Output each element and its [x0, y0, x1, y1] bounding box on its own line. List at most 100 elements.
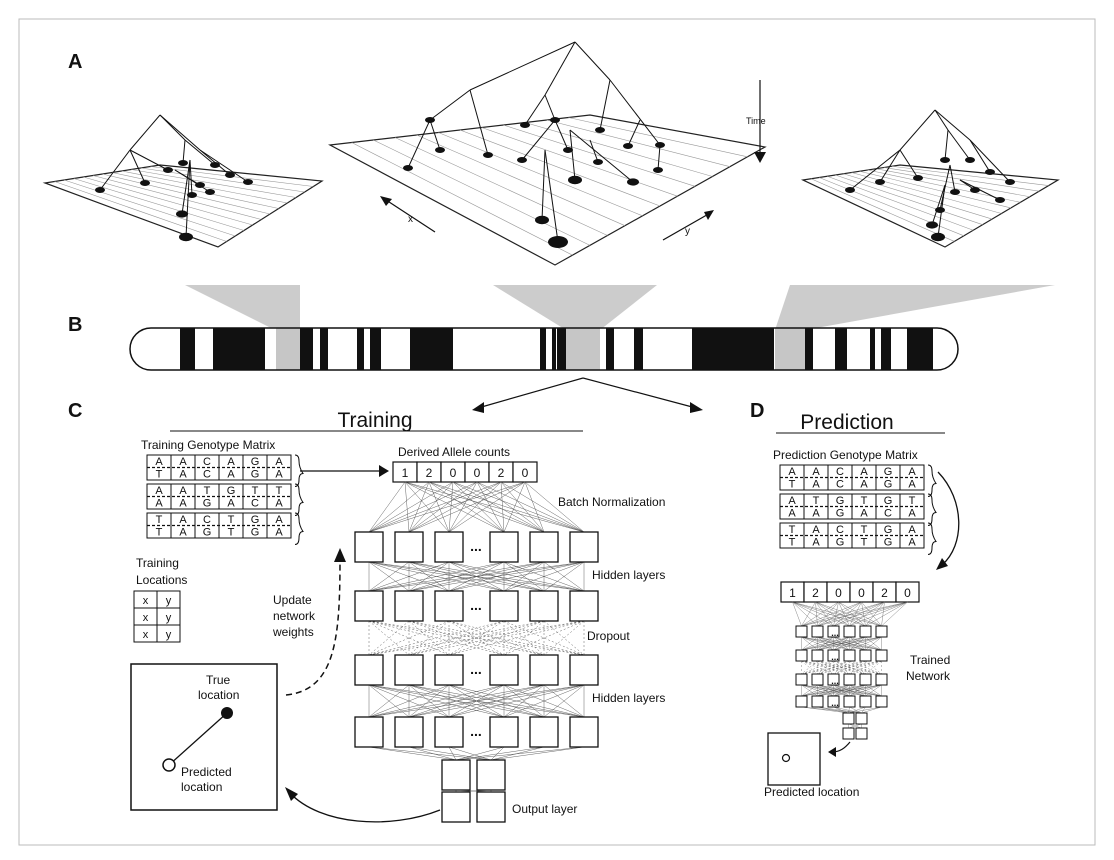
network-connection [455, 746, 505, 761]
network-connection [815, 601, 850, 627]
sample-point [179, 232, 193, 242]
allele-count-value: 1 [789, 586, 796, 600]
grid-line [373, 139, 591, 246]
network-connection [817, 601, 908, 627]
chromosome-band [357, 328, 364, 370]
genealogy-branch [947, 129, 971, 161]
output-to-loss-arrow-head [285, 787, 298, 801]
genealogy-branch [129, 149, 146, 184]
arrow-to-prediction-head [690, 402, 703, 413]
network-connection [500, 481, 585, 533]
genotype-base: A [179, 485, 187, 497]
sample-point [926, 221, 938, 229]
genotype-base: C [836, 524, 844, 536]
matrix-to-counts-curve [937, 471, 960, 566]
network-node [441, 791, 471, 823]
network-connection [368, 561, 505, 592]
genotype-base: A [812, 537, 820, 549]
allele-count-value: 2 [426, 466, 433, 480]
network-connection [448, 481, 526, 533]
network-connection [801, 706, 849, 714]
network-connection [476, 481, 545, 533]
network-connection [801, 636, 834, 651]
genealogy-branch [524, 94, 546, 126]
genotype-base: G [884, 479, 893, 491]
genealogy-branch [407, 119, 431, 169]
network-connection [817, 684, 882, 697]
genotype-base: A [788, 466, 796, 478]
network-connection [452, 481, 585, 533]
node-ellipsis: ... [470, 723, 482, 739]
network-connection [801, 660, 818, 675]
genealogy-branch [429, 89, 471, 121]
training-locations-table: x y x y x y [133, 590, 181, 643]
genealogy-branch [574, 41, 611, 81]
network-connection [817, 601, 862, 627]
network-connection [368, 746, 457, 761]
individual-brace [927, 522, 937, 555]
network-connection [833, 636, 882, 651]
location-value: x [143, 612, 149, 624]
genealogy-trees [99, 41, 1011, 243]
network-connection [865, 660, 882, 675]
genotype-base: A [908, 479, 916, 491]
sample-point [965, 157, 975, 163]
genotype-base: A [812, 479, 820, 491]
network-connection [838, 601, 850, 627]
chromosome-band [606, 328, 614, 370]
network-connection [368, 561, 450, 592]
y-axis-arrow [662, 211, 713, 241]
sample-point [931, 232, 945, 242]
network-node [529, 654, 559, 686]
network-connection [408, 684, 585, 718]
network-node [394, 716, 424, 748]
node-ellipsis: ... [470, 661, 482, 677]
network-connection [368, 684, 505, 718]
genealogy-branch [934, 109, 971, 141]
location-cell [156, 624, 181, 643]
sample-point [403, 165, 413, 171]
grid-line [524, 122, 713, 177]
grid-line [83, 176, 253, 226]
sample-point [517, 157, 527, 163]
network-node [843, 695, 856, 708]
genealogy-branch [554, 119, 569, 151]
update-weights-line3: weights [272, 625, 314, 639]
allele-counts-title: Derived Allele counts [398, 445, 510, 459]
network-connection [408, 561, 585, 592]
chromosome-band [634, 328, 643, 370]
panel-label-a: A [68, 51, 82, 73]
sample-point [995, 197, 1005, 203]
grid-line [438, 132, 643, 217]
genotype-base: G [836, 495, 845, 507]
network-connection [408, 481, 454, 533]
genotype-base: A [812, 466, 820, 478]
output-layer-label: Output layer [512, 802, 577, 816]
network-connection [500, 481, 545, 533]
network-connection [408, 481, 430, 533]
genotype-base: C [251, 498, 259, 510]
x-axis-arrow [382, 197, 436, 233]
network-connection [428, 481, 450, 533]
genealogy-branch [159, 114, 201, 151]
genealogy-branch [627, 119, 641, 147]
network-connection [448, 620, 585, 656]
allele-count-value: 0 [450, 466, 457, 480]
network-connection [368, 561, 410, 592]
genotype-base: A [179, 527, 187, 539]
network-connection [849, 601, 885, 627]
location-value: x [143, 629, 149, 641]
matrix-to-counts-arrow-head [379, 465, 389, 477]
network-connections [368, 481, 585, 793]
sample-point [243, 179, 253, 185]
genotype-base: A [275, 514, 283, 526]
dropout-label: Dropout [587, 629, 630, 643]
genotype-base: G [884, 537, 893, 549]
network-connection [543, 561, 585, 592]
network-connection [849, 601, 862, 627]
grid-line [92, 175, 262, 220]
network-connection [404, 481, 410, 533]
network-connection [404, 481, 450, 533]
network-connection [368, 561, 545, 592]
network-connection [848, 706, 850, 714]
